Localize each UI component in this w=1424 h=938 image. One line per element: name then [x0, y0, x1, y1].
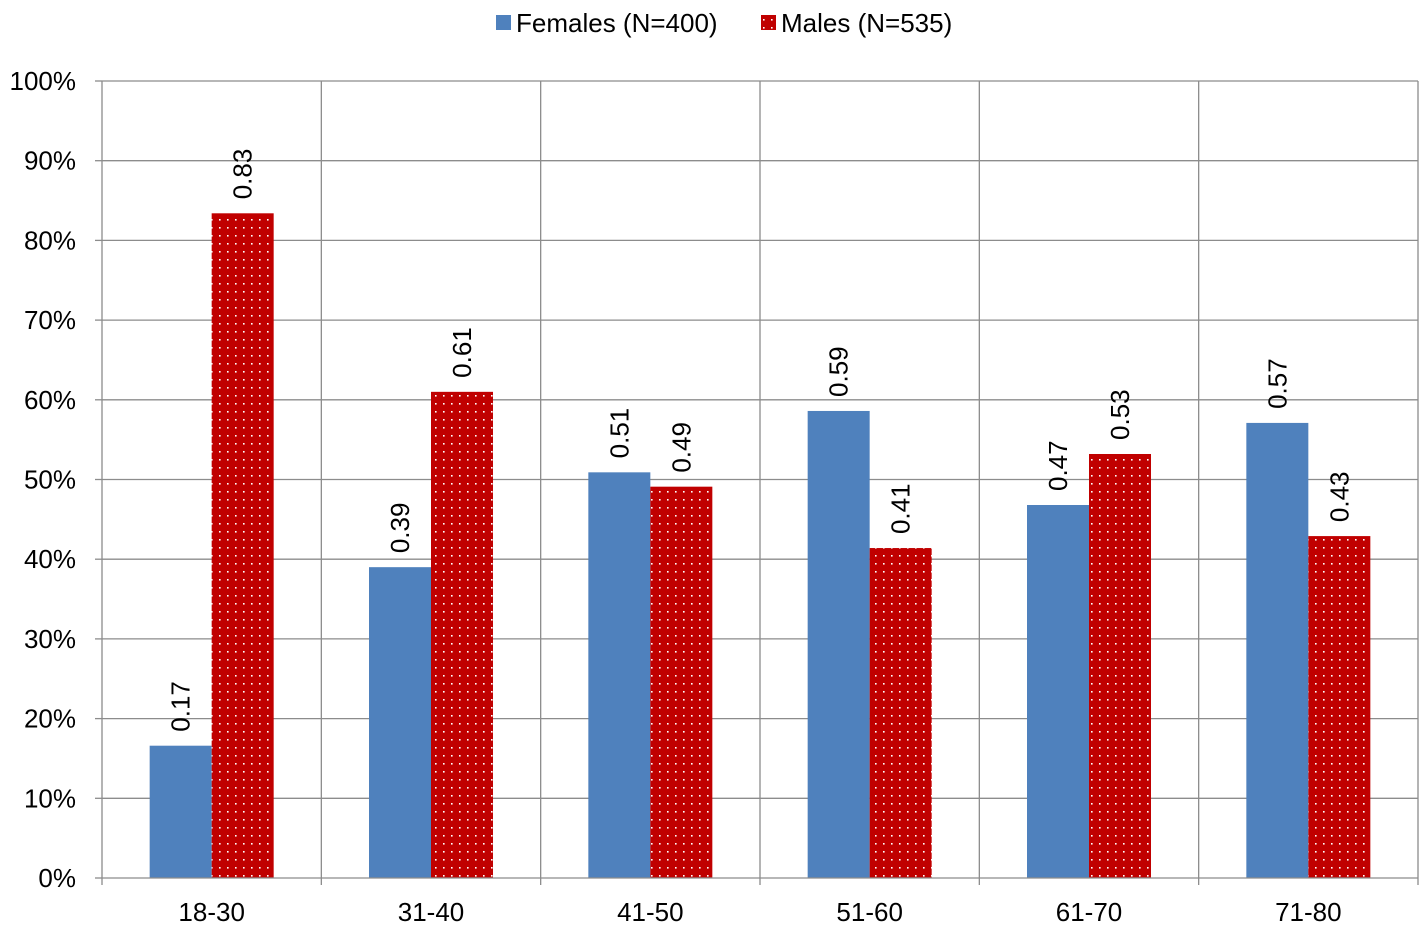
y-tick-label: 90% — [24, 146, 76, 176]
bar-females-61-70 — [1027, 505, 1089, 878]
data-label: 0.49 — [666, 422, 696, 473]
x-tick-label: 51-60 — [836, 897, 903, 927]
legend-swatch-males — [761, 15, 776, 30]
y-tick-label: 30% — [24, 624, 76, 654]
x-tick-label: 18-30 — [178, 897, 245, 927]
data-label: 0.53 — [1105, 389, 1135, 440]
legend-swatch-females — [496, 15, 511, 30]
x-tick-label: 41-50 — [617, 897, 684, 927]
data-label: 0.57 — [1262, 358, 1292, 409]
bar-females-71-80 — [1246, 422, 1309, 878]
x-tick-label: 61-70 — [1056, 897, 1123, 927]
bar-males-71-80 — [1308, 536, 1371, 878]
bar-females-31-40 — [369, 567, 431, 878]
data-label: 0.41 — [886, 483, 916, 534]
bar-males-31-40 — [431, 391, 493, 878]
bar-females-41-50 — [588, 472, 651, 878]
gridlines — [102, 80, 1419, 878]
y-tick-label: 40% — [24, 544, 76, 574]
y-tick-label: 70% — [24, 305, 76, 335]
data-label: 0.83 — [228, 149, 258, 200]
y-tick-labels: 0% 10% 20% 30% 40% 50% 60% 70% 80% 90% 100% — [10, 66, 77, 893]
bar-females-51-60 — [807, 410, 870, 878]
y-tick-label: 20% — [24, 704, 76, 734]
x-tick-labels: 18-30 31-40 41-50 51-60 61-70 71-80 — [178, 897, 1341, 927]
bar-females-18-30 — [149, 745, 212, 878]
bar-males-61-70 — [1089, 453, 1151, 878]
legend-label-females: Females (N=400) — [516, 8, 718, 38]
y-tick-label: 80% — [24, 225, 76, 255]
legend: Females (N=400) Males (N=535) — [496, 8, 952, 38]
axes — [95, 80, 1419, 885]
data-labels: 0.17 0.83 0.39 0.61 0.51 0.49 0.59 0.41 0.47 0.53… — [166, 149, 1355, 732]
legend-label-males: Males (N=535) — [781, 8, 952, 38]
x-tick-label: 31-40 — [398, 897, 465, 927]
data-label: 0.59 — [824, 346, 854, 397]
data-label: 0.17 — [166, 681, 196, 732]
bar-males-51-60 — [869, 548, 932, 878]
y-tick-label: 10% — [24, 783, 76, 813]
data-label: 0.39 — [385, 503, 415, 554]
data-label: 0.51 — [604, 408, 634, 459]
x-tick-label: 71-80 — [1275, 897, 1342, 927]
bar-males-18-30 — [211, 213, 274, 878]
data-label: 0.43 — [1324, 471, 1354, 522]
data-label: 0.47 — [1043, 440, 1073, 491]
y-tick-label: 60% — [24, 385, 76, 415]
y-tick-label: 100% — [10, 66, 77, 96]
y-tick-label: 50% — [24, 465, 76, 495]
y-tick-label: 0% — [38, 863, 76, 893]
bar-males-41-50 — [650, 486, 713, 878]
data-label: 0.61 — [447, 327, 477, 378]
bars — [149, 213, 1371, 878]
